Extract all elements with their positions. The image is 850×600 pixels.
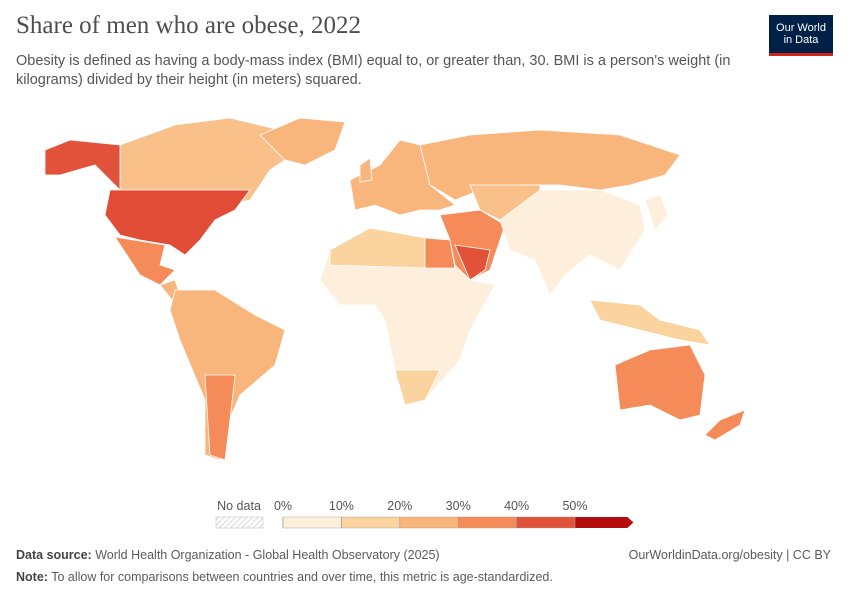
note-text: To allow for comparisons between countri… xyxy=(51,570,553,584)
source-label: Data source: xyxy=(16,548,92,562)
note: Note: To allow for comparisons between c… xyxy=(16,570,553,584)
legend-tick-label: 50% xyxy=(562,499,587,513)
legend-tick-label: 30% xyxy=(446,499,471,513)
legend-tick-label: 20% xyxy=(387,499,412,513)
region xyxy=(204,374,236,461)
legend: No data 0% 10% 20% 30% 40% 50% xyxy=(215,499,634,529)
world-map xyxy=(44,117,746,461)
region xyxy=(319,227,496,406)
legend-bin xyxy=(341,516,400,529)
source: Data source: World Health Organization -… xyxy=(16,548,440,562)
region xyxy=(589,299,711,346)
legend-tick-label: 0% xyxy=(274,499,292,513)
note-label: Note: xyxy=(16,570,48,584)
region xyxy=(359,157,373,183)
no-data-swatch xyxy=(215,516,264,529)
legend-bin xyxy=(516,516,576,529)
logo-line: Our World xyxy=(776,22,826,34)
region xyxy=(419,129,681,201)
legend-tick-label: 10% xyxy=(329,499,354,513)
legend-bin xyxy=(458,516,517,529)
legend-bin xyxy=(399,516,459,529)
legend-bin xyxy=(282,516,342,529)
region xyxy=(104,189,251,256)
region xyxy=(424,237,456,269)
title: Share of men who are obese, 2022 xyxy=(16,12,362,39)
region xyxy=(44,139,121,191)
region xyxy=(349,139,456,216)
source-url[interactable]: OurWorldinData.org/obesity | CC BY xyxy=(628,548,831,562)
source-text: World Health Organization - Global Healt… xyxy=(95,548,440,562)
region xyxy=(704,409,746,441)
region xyxy=(614,344,706,421)
region xyxy=(114,236,176,286)
logo-line: in Data xyxy=(783,34,819,46)
legend-bin-open xyxy=(575,517,634,528)
region xyxy=(394,369,441,406)
region xyxy=(499,189,646,296)
region xyxy=(454,244,491,281)
logo[interactable]: Our World in Data xyxy=(769,15,833,56)
region xyxy=(644,194,669,231)
no-data-label: No data xyxy=(217,499,261,513)
subtitle: Obesity is defined as having a body-mass… xyxy=(16,53,731,88)
region xyxy=(259,117,346,166)
legend-tick-label: 40% xyxy=(504,499,529,513)
